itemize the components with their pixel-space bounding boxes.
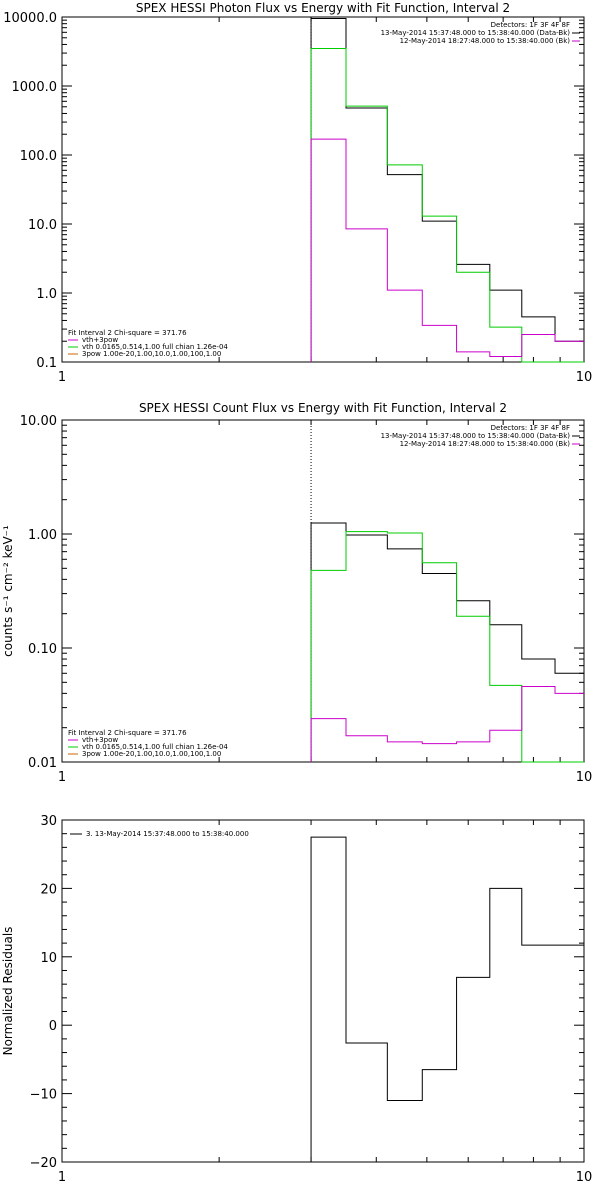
y-tick-label: 30: [40, 814, 57, 829]
y-tick-label: 100.0: [20, 149, 57, 164]
legend-bottom-entry: 3pow 1.00e-20,1.00,10.0,1.00,100,1.00: [82, 350, 221, 358]
legend-bottom-entry: vth+3pow: [82, 736, 118, 744]
plot-frame: [61, 819, 585, 1163]
chart-title: SPEX HESSI Photon Flux vs Energy with Fi…: [136, 1, 510, 15]
y-tick-label: 1.00: [28, 528, 57, 543]
x-tick-label: 10: [576, 370, 593, 385]
legend-bottom-entry: vth 0.0165,0.514,1.00 full chian 1.26e-0…: [82, 743, 228, 751]
y-tick-label: 1000.0: [12, 80, 58, 95]
series-line-1: [310, 522, 584, 762]
legend-top-entry: 13-May-2014 15:37:48.000 to 15:38:40.000…: [381, 432, 571, 440]
y-axis-label: Normalized Residuals: [1, 927, 15, 1056]
y-tick-label: −20: [30, 1156, 57, 1171]
y-axis-label: counts s⁻¹ cm⁻² keV⁻¹: [1, 525, 15, 657]
y-tick-label: 20: [40, 882, 57, 897]
chart-3: 1 10 30 20 10 0 −10 −20 Normalized Residuals 3. 1…: [1, 814, 592, 1185]
x-tick-label: 1: [58, 1170, 66, 1185]
series-line-1: [310, 836, 584, 1162]
x-tick-label: 10: [576, 1170, 593, 1185]
chart-2: SPEX HESSI Count Flux vs Energy with Fit…: [1, 401, 592, 785]
legend-bottom-entry: 3pow 1.00e-20,1.00,10.0,1.00,100,1.00: [82, 750, 221, 758]
legend-top-entry: 3. 13-May-2014 15:37:48.000 to 15:38:40.…: [86, 830, 249, 838]
y-tick-label: 0.1: [36, 356, 57, 371]
series-line-3: [310, 138, 584, 362]
y-tick-label: 0: [49, 1019, 57, 1034]
legend-top-entry: 12-May-2014 18:27:48.000 to 15:38:40.000…: [400, 37, 571, 45]
legend-top-entry: Detectors: 1F 3F 4F 8F: [491, 21, 570, 29]
y-tick-label: −10: [30, 1088, 57, 1103]
legend-bottom-entry: vth+3pow: [82, 336, 118, 344]
x-tick-label: 1: [58, 770, 66, 785]
series-line-2: [310, 47, 584, 363]
series-line-2: [310, 531, 584, 763]
legend-bottom-entry: Fit Interval 2 Chi-square = 371.76: [68, 329, 187, 337]
series-line-3: [310, 685, 584, 762]
y-tick-label: 10.00: [20, 414, 57, 429]
legend-bottom-entry: Fit Interval 2 Chi-square = 371.76: [68, 729, 187, 737]
y-tick-label: 0.01: [28, 756, 57, 771]
y-tick-label: 10.0: [28, 218, 57, 233]
legend-bottom-entry: vth 0.0165,0.514,1.00 full chian 1.26e-0…: [82, 343, 228, 351]
legend-top-entry: Detectors: 1F 3F 4F 8F: [491, 424, 570, 432]
y-tick-label: 10: [40, 951, 57, 966]
x-tick-label: 1: [58, 370, 66, 385]
y-tick-label: 10000.0: [3, 11, 57, 26]
y-tick-label: 1.0: [36, 287, 57, 302]
legend-top-entry: 12-May-2014 18:27:48.000 to 15:38:40.000…: [400, 440, 571, 448]
chart-1: SPEX HESSI Photon Flux vs Energy with Fi…: [3, 1, 592, 385]
y-tick-label: 0.10: [28, 642, 57, 657]
chart-title: SPEX HESSI Count Flux vs Energy with Fit…: [139, 401, 507, 415]
series-line-1: [310, 18, 584, 362]
legend-top-entry: 13-May-2014 15:37:48.000 to 15:38:40.000…: [381, 29, 571, 37]
plot-frame: [61, 16, 585, 363]
plot-frame: [61, 419, 585, 763]
x-tick-label: 10: [576, 770, 593, 785]
